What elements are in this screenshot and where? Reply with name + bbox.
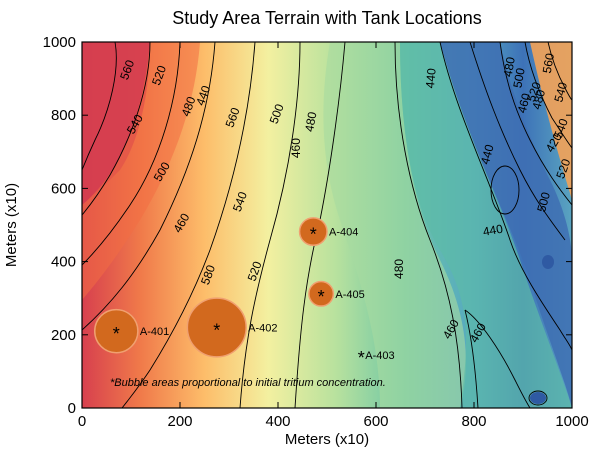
y-axis-title: Meters (x10) bbox=[3, 183, 20, 267]
contour-label: 440 bbox=[478, 143, 497, 166]
contour-label: 540 bbox=[551, 116, 571, 140]
plot-frame bbox=[81, 41, 573, 409]
contour-label: 520 bbox=[524, 80, 544, 104]
x-tick-label: 600 bbox=[363, 413, 388, 430]
contour-label: 560 bbox=[223, 105, 243, 129]
contour-label: 500 bbox=[534, 190, 553, 213]
bubble-note: *Bubble areas proportional to initial tr… bbox=[110, 377, 386, 389]
contour-label: 480 bbox=[529, 88, 548, 111]
y-tick-label: 1000 bbox=[43, 34, 76, 51]
contour-label: 580 bbox=[198, 263, 218, 287]
contour-label: 500 bbox=[267, 102, 287, 126]
x-axis: 0 200 400 600 800 1000 bbox=[78, 42, 589, 430]
y-tick-label: 400 bbox=[51, 254, 76, 271]
contour-label: 520 bbox=[245, 259, 265, 283]
contour-label: 440 bbox=[482, 222, 504, 239]
y-tick-label: 800 bbox=[51, 107, 76, 124]
x-tick-label: 200 bbox=[167, 413, 192, 430]
tank-bubbles: * A-401 * A-402* A-404* A-405* A-403 bbox=[93, 217, 395, 368]
contour-label: 480 bbox=[501, 56, 518, 78]
tank-label: A-405 bbox=[335, 289, 364, 301]
tank-marker: * bbox=[358, 348, 365, 368]
y-tick-label: 600 bbox=[51, 180, 76, 197]
tank-marker: * bbox=[113, 324, 120, 344]
x-tick-label: 0 bbox=[78, 413, 86, 430]
contour-label: 480 bbox=[302, 110, 319, 132]
x-tick-label: 400 bbox=[265, 413, 290, 430]
chart-title: Study Area Terrain with Tank Locations bbox=[172, 8, 482, 28]
contour-label: 440 bbox=[423, 67, 439, 88]
contour-label: 560 bbox=[117, 58, 137, 82]
contour-label: 540 bbox=[551, 80, 570, 103]
contour-label: 520 bbox=[149, 63, 169, 87]
contour-label: 560 bbox=[540, 52, 557, 74]
y-axis: 0 200 400 600 800 1000 bbox=[43, 34, 572, 417]
contour-label: 480 bbox=[178, 94, 198, 118]
x-tick-label: 800 bbox=[461, 413, 486, 430]
tank-marker: * bbox=[310, 225, 317, 245]
contour-label: 520 bbox=[553, 157, 573, 181]
tank-label: A-403 bbox=[365, 350, 394, 362]
contour-label: 540 bbox=[230, 190, 250, 214]
tank-marker: * bbox=[318, 287, 325, 307]
tank-bubble bbox=[93, 308, 139, 354]
x-tick-label: 1000 bbox=[555, 413, 588, 430]
contour-label: 440 bbox=[193, 83, 213, 107]
y-tick-label: 200 bbox=[51, 327, 76, 344]
tank-marker: * bbox=[213, 320, 220, 340]
tank-bubble bbox=[298, 217, 328, 247]
tank-label: A-404 bbox=[329, 227, 358, 239]
tank-bubble bbox=[186, 297, 247, 358]
y-tick-label: 0 bbox=[68, 400, 76, 417]
contour-label: 460 bbox=[515, 91, 534, 114]
contour-lines bbox=[82, 42, 572, 408]
contour-label: 500 bbox=[510, 67, 527, 89]
tank-label: A-402 bbox=[248, 322, 277, 334]
x-axis-title: Meters (x10) bbox=[285, 431, 369, 448]
tank-bubble bbox=[308, 280, 335, 307]
contour-label: 460 bbox=[289, 138, 303, 158]
tank-label: A-401 bbox=[140, 326, 169, 338]
contour-label: 480 bbox=[392, 259, 406, 279]
